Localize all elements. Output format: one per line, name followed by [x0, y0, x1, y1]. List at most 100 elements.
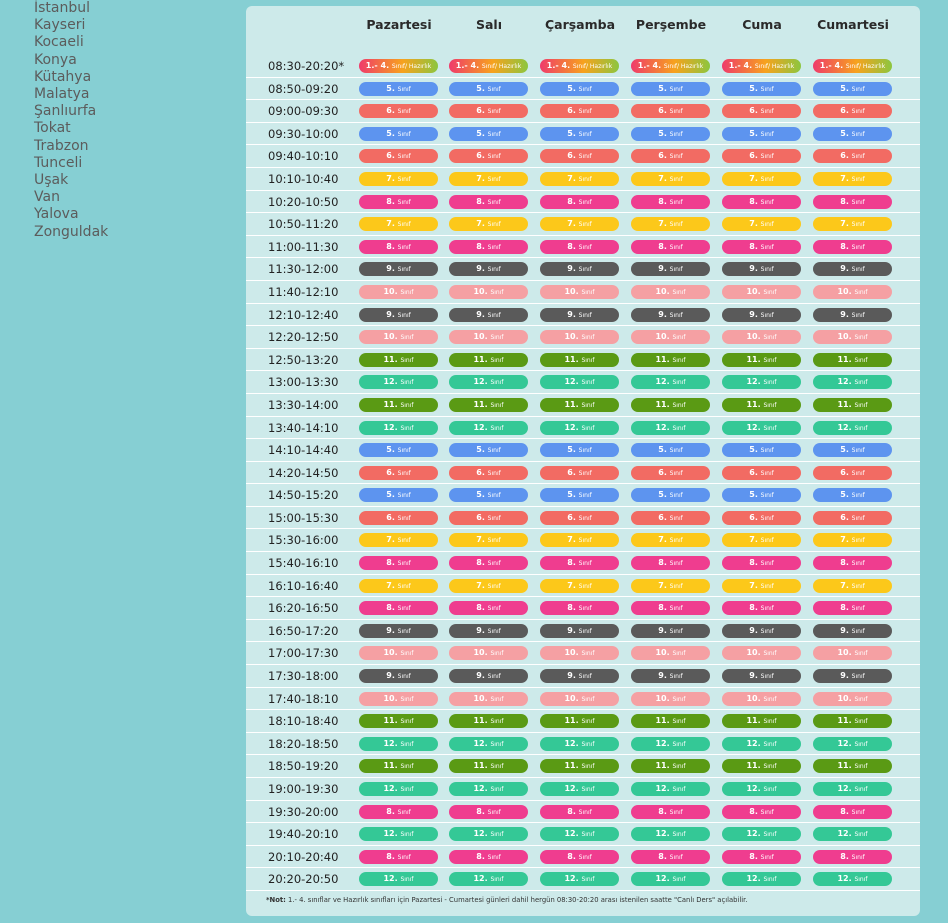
grade-pill[interactable]: 11. Sınıf [722, 759, 801, 774]
city-link[interactable]: Kütahya [34, 68, 92, 85]
grade-pill[interactable]: 10. Sınıf [631, 330, 710, 345]
grade-pill[interactable]: 6. Sınıf [540, 149, 619, 164]
grade-pill[interactable]: 10. Sınıf [540, 284, 619, 299]
city-link[interactable]: Tunceli [34, 154, 83, 171]
grade-pill[interactable]: 12. Sınıf [722, 736, 801, 751]
grade-pill[interactable]: 6. Sınıf [449, 104, 528, 119]
grade-pill[interactable]: 9. Sınıf [449, 262, 528, 277]
grade-pill[interactable]: 10. Sınıf [449, 646, 528, 661]
grade-pill[interactable]: 9. Sınıf [449, 307, 528, 322]
grade-pill[interactable]: 12. Sınıf [813, 736, 892, 751]
grade-pill[interactable]: 11. Sınıf [359, 352, 438, 367]
grade-pill[interactable]: 12. Sınıf [631, 872, 710, 887]
grade-pill[interactable]: 10. Sınıf [540, 330, 619, 345]
grade-pill[interactable]: 9. Sınıf [813, 262, 892, 277]
grade-pill[interactable]: 6. Sınıf [722, 510, 801, 525]
grade-pill[interactable]: 11. Sınıf [631, 352, 710, 367]
grade-pill[interactable]: 10. Sınıf [359, 284, 438, 299]
grade-pill[interactable]: 12. Sınıf [631, 736, 710, 751]
grade-pill[interactable]: 7. Sınıf [449, 533, 528, 548]
grade-pill[interactable]: 5. Sınıf [449, 81, 528, 96]
grade-pill[interactable]: 5. Sınıf [722, 126, 801, 141]
grade-pill[interactable]: 5. Sınıf [359, 81, 438, 96]
grade-pill[interactable]: 8. Sınıf [449, 601, 528, 616]
grade-pill[interactable]: 12. Sınıf [631, 420, 710, 435]
city-link[interactable]: Kayseri [34, 17, 86, 34]
grade-pill[interactable]: 8. Sınıf [540, 239, 619, 254]
grade-pill[interactable]: 11. Sınıf [722, 714, 801, 729]
grade-pill[interactable]: 5. Sınıf [540, 81, 619, 96]
grade-pill[interactable]: 10. Sınıf [722, 284, 801, 299]
grade-pill[interactable]: 8. Sınıf [540, 194, 619, 209]
grade-pill[interactable]: 10. Sınıf [449, 330, 528, 345]
grade-pill[interactable]: 12. Sınıf [359, 872, 438, 887]
grade-pill[interactable]: 8. Sınıf [813, 804, 892, 819]
grade-pill[interactable]: 9. Sınıf [359, 623, 438, 638]
grade-pill[interactable]: 12. Sınıf [449, 782, 528, 796]
grade-pill[interactable]: 11. Sınıf [359, 714, 438, 729]
grade-pill[interactable]: 12. Sınıf [540, 420, 619, 435]
grade-pill[interactable]: 12. Sınıf [359, 375, 438, 390]
grade-pill[interactable]: 12. Sınıf [722, 872, 801, 887]
grade-pill[interactable]: 5. Sınıf [813, 488, 892, 503]
grade-pill[interactable]: 8. Sınıf [449, 804, 528, 819]
grade-pill[interactable]: 9. Sınıf [631, 669, 710, 684]
grade-pill[interactable]: 8. Sınıf [631, 556, 710, 571]
grade-pill[interactable]: 7. Sınıf [540, 578, 619, 593]
grade-pill[interactable]: 6. Sınıf [540, 510, 619, 525]
grade-pill[interactable]: 5. Sınıf [359, 443, 438, 458]
city-link[interactable]: Van [34, 189, 60, 206]
grade-pill[interactable]: 10. Sınıf [813, 330, 892, 345]
grade-pill[interactable]: 12. Sınıf [540, 375, 619, 390]
grade-pill[interactable]: 9. Sınıf [449, 669, 528, 684]
grade-pill[interactable]: 12. Sınıf [722, 375, 801, 390]
city-link[interactable]: Yalova [34, 206, 79, 223]
grade-pill[interactable]: 8. Sınıf [449, 556, 528, 571]
grade-pill[interactable]: 10. Sınıf [631, 691, 710, 706]
grade-pill[interactable]: 9. Sınıf [540, 307, 619, 322]
city-link[interactable]: Konya [34, 51, 77, 68]
grade-pill[interactable]: 5. Sınıf [449, 126, 528, 141]
grade-pill[interactable]: 1.- 4. Sınıf/ Hazırlık [540, 59, 619, 73]
grade-pill[interactable]: 12. Sınıf [540, 872, 619, 887]
grade-pill[interactable]: 5. Sınıf [449, 488, 528, 503]
grade-pill[interactable]: 11. Sınıf [449, 352, 528, 367]
grade-pill[interactable]: 12. Sınıf [631, 375, 710, 390]
grade-pill[interactable]: 8. Sınıf [722, 849, 801, 864]
grade-pill[interactable]: 11. Sınıf [540, 397, 619, 412]
grade-pill[interactable]: 5. Sınıf [540, 488, 619, 503]
grade-pill[interactable]: 7. Sınıf [449, 171, 528, 186]
grade-pill[interactable]: 6. Sınıf [631, 149, 710, 164]
grade-pill[interactable]: 6. Sınıf [540, 465, 619, 480]
grade-pill[interactable]: 6. Sınıf [359, 510, 438, 525]
grade-pill[interactable]: 12. Sınıf [813, 872, 892, 887]
grade-pill[interactable]: 10. Sınıf [359, 646, 438, 661]
grade-pill[interactable]: 10. Sınıf [631, 646, 710, 661]
grade-pill[interactable]: 10. Sınıf [813, 284, 892, 299]
grade-pill[interactable]: 7. Sınıf [722, 171, 801, 186]
grade-pill[interactable]: 8. Sınıf [540, 804, 619, 819]
grade-pill[interactable]: 12. Sınıf [813, 827, 892, 842]
grade-pill[interactable]: 11. Sınıf [722, 397, 801, 412]
grade-pill[interactable]: 12. Sınıf [631, 782, 710, 796]
city-link[interactable]: Malatya [34, 86, 90, 103]
grade-pill[interactable]: 9. Sınıf [813, 307, 892, 322]
grade-pill[interactable]: 11. Sınıf [359, 759, 438, 774]
grade-pill[interactable]: 11. Sınıf [449, 714, 528, 729]
grade-pill[interactable]: 8. Sınıf [722, 804, 801, 819]
grade-pill[interactable]: 12. Sınıf [813, 375, 892, 390]
grade-pill[interactable]: 12. Sınıf [359, 420, 438, 435]
grade-pill[interactable]: 11. Sınıf [359, 397, 438, 412]
grade-pill[interactable]: 8. Sınıf [813, 601, 892, 616]
grade-pill[interactable]: 5. Sınıf [359, 488, 438, 503]
grade-pill[interactable]: 7. Sınıf [449, 217, 528, 232]
grade-pill[interactable]: 8. Sınıf [449, 849, 528, 864]
grade-pill[interactable]: 8. Sınıf [631, 804, 710, 819]
grade-pill[interactable]: 9. Sınıf [449, 623, 528, 638]
grade-pill[interactable]: 12. Sınıf [449, 736, 528, 751]
grade-pill[interactable]: 7. Sınıf [631, 217, 710, 232]
grade-pill[interactable]: 10. Sınıf [722, 330, 801, 345]
grade-pill[interactable]: 8. Sınıf [722, 601, 801, 616]
grade-pill[interactable]: 5. Sınıf [722, 488, 801, 503]
grade-pill[interactable]: 8. Sınıf [359, 556, 438, 571]
